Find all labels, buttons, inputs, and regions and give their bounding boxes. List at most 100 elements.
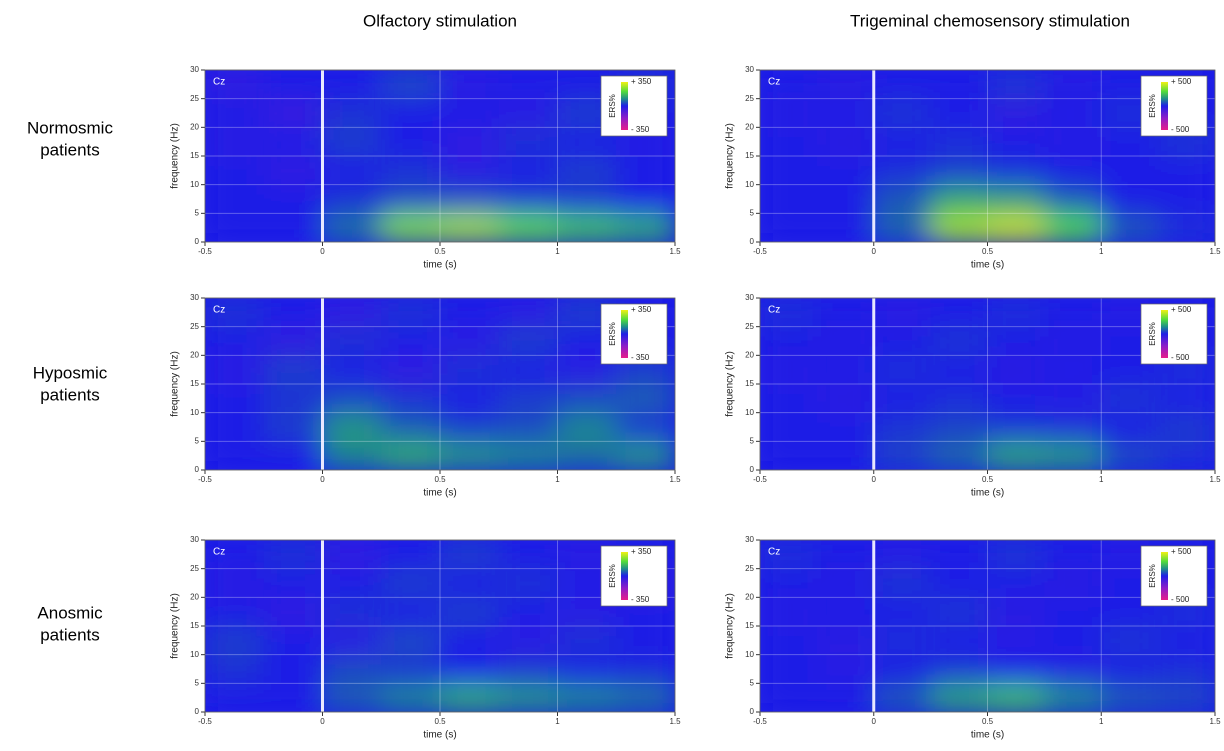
x-tick-label: 0.5 (434, 247, 446, 256)
heat-cell (205, 156, 265, 186)
heat-cell (1158, 441, 1215, 470)
colorbar (621, 310, 628, 358)
heat-cell (440, 213, 500, 242)
heat-cell (381, 568, 441, 598)
heat-cell (760, 355, 818, 385)
heat-cell (816, 683, 875, 712)
heat-cell (381, 683, 441, 712)
heat-cell (498, 184, 558, 214)
heat-cell (816, 184, 875, 214)
colorbar (621, 552, 628, 600)
heat-cell (930, 70, 988, 100)
cells-blurred (205, 298, 675, 470)
heat-cell (1101, 213, 1159, 242)
heat-cell (322, 568, 382, 598)
heat-cell (1044, 326, 1102, 356)
y-tick-label: 10 (745, 650, 754, 659)
heat-cell (1101, 654, 1159, 684)
x-tick-label: -0.5 (198, 247, 212, 256)
x-tick-label: 1.5 (669, 717, 681, 726)
colorbar-tick-label: + 500 (1171, 77, 1192, 86)
heat-cell (498, 654, 558, 684)
heat-cell (1044, 184, 1102, 214)
heat-cell (760, 184, 818, 214)
column-title: Trigeminal chemosensory stimulation (850, 11, 1130, 30)
heat-cell (1044, 355, 1102, 385)
heat-cell (205, 626, 265, 656)
colorbar-box (600, 75, 668, 137)
x-tick-label: 1 (555, 247, 560, 256)
y-tick-label: 25 (190, 94, 199, 103)
heat-cell (557, 441, 617, 470)
heat-cell (557, 626, 617, 656)
heat-cell (1101, 184, 1159, 214)
heat-cell (616, 683, 675, 712)
heat-cell (322, 683, 382, 712)
heat-cell (760, 412, 818, 442)
heat-cell (987, 540, 1045, 570)
heat-cell (930, 441, 988, 470)
heat-cell (381, 384, 441, 414)
heat-cell (498, 298, 558, 328)
heat-cell (760, 683, 818, 712)
heat-cell (873, 184, 932, 214)
heat-cell (205, 213, 265, 242)
heat-cell (381, 127, 441, 157)
cells-blurred (760, 298, 1215, 470)
heat-cell (322, 355, 382, 385)
heat-cell (760, 298, 818, 328)
cells (760, 70, 1215, 242)
colorbar-label: ERS% (608, 322, 617, 346)
x-tick-label: -0.5 (198, 717, 212, 726)
colorbar-tick-label: + 500 (1171, 305, 1192, 314)
heat-cell (930, 597, 988, 627)
heat-cell (205, 654, 265, 684)
colorbar-box (1140, 303, 1208, 365)
heat-cell (1044, 298, 1102, 328)
y-tick-label: 30 (190, 535, 199, 544)
heat-cell (557, 184, 617, 214)
x-axis-label: time (s) (423, 488, 456, 499)
x-tick-label: 1 (555, 475, 560, 484)
heat-cell (440, 683, 500, 712)
colorbar (1161, 82, 1168, 130)
row-label: patients (40, 385, 100, 404)
heat-cell (1158, 654, 1215, 684)
heat-cell (1158, 683, 1215, 712)
heat-cell (498, 156, 558, 186)
heat-cell (1101, 441, 1159, 470)
heat-cell (987, 626, 1045, 656)
x-tick-label: 0.5 (434, 717, 446, 726)
heat-cell (1101, 384, 1159, 414)
colorbar (621, 82, 628, 130)
heat-cell (263, 683, 323, 712)
colorbar-label: ERS% (1148, 564, 1157, 588)
heat-cell (205, 540, 265, 570)
heat-cell (263, 568, 323, 598)
heat-cell (498, 683, 558, 712)
heat-cell (873, 384, 932, 414)
heat-cell (205, 412, 265, 442)
heat-cell (987, 326, 1045, 356)
heat-cell (930, 298, 988, 328)
heat-cell (816, 384, 875, 414)
heat-cell (381, 441, 441, 470)
colorbar-tick-label: - 500 (1171, 125, 1190, 134)
y-axis-label: frequency (Hz) (170, 123, 181, 189)
x-tick-label: 0.5 (982, 475, 994, 484)
heat-cell (381, 298, 441, 328)
heat-cell (381, 70, 441, 100)
annotation: Cz (768, 305, 780, 316)
colorbar-box (1140, 545, 1208, 607)
heat-cell (263, 326, 323, 356)
cells (205, 540, 675, 712)
y-tick-label: 10 (190, 408, 199, 417)
annotation: Cz (213, 77, 225, 88)
heat-cell (322, 213, 382, 242)
heat-cell (1044, 384, 1102, 414)
heat-cell (263, 70, 323, 100)
heat-cell (322, 184, 382, 214)
heat-cell (760, 213, 818, 242)
y-tick-label: 10 (190, 650, 199, 659)
